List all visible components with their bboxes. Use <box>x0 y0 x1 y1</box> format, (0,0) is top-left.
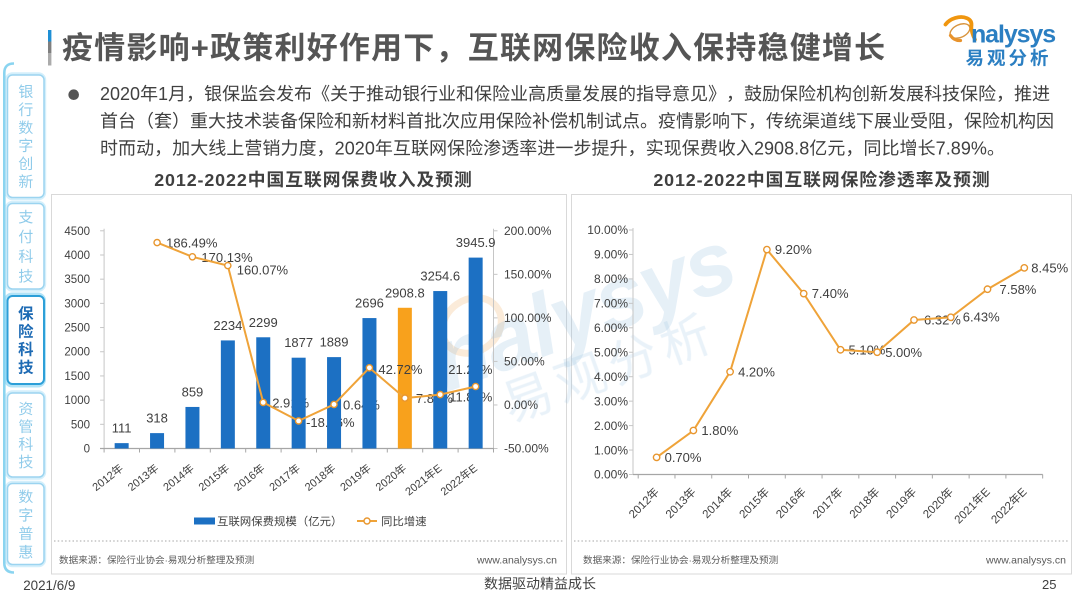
svg-text:2017: 2017 <box>268 469 295 494</box>
svg-text:2500: 2500 <box>64 323 90 335</box>
svg-text:2012-2022: 2012-2022 <box>653 170 746 190</box>
svg-text:·: · <box>165 555 168 566</box>
svg-text:2018: 2018 <box>303 469 330 494</box>
svg-text:2908.8: 2908.8 <box>385 285 425 300</box>
svg-text:2012-2022: 2012-2022 <box>154 170 247 190</box>
svg-text:·: · <box>689 555 692 566</box>
svg-text:2016: 2016 <box>232 469 259 494</box>
svg-text:2022: 2022 <box>989 500 1016 527</box>
svg-text:E: E <box>1016 486 1030 500</box>
svg-text:5.00%: 5.00% <box>885 345 922 360</box>
svg-text:2.00%: 2.00% <box>594 419 628 433</box>
svg-text:2013: 2013 <box>126 469 153 494</box>
svg-text:2015: 2015 <box>737 494 764 521</box>
svg-text:1000: 1000 <box>64 395 90 407</box>
svg-text:111: 111 <box>112 421 132 436</box>
svg-text:50.00%: 50.00% <box>504 355 545 369</box>
svg-text:3945.9: 3945.9 <box>456 235 496 250</box>
svg-text:2019: 2019 <box>338 469 365 494</box>
svg-text:2020: 2020 <box>921 494 948 521</box>
svg-text:500: 500 <box>71 419 90 431</box>
svg-text:8.00%: 8.00% <box>594 272 628 286</box>
svg-text:2017: 2017 <box>811 494 838 521</box>
svg-text:1877: 1877 <box>284 335 313 350</box>
svg-text:2021/6/9: 2021/6/9 <box>23 578 75 593</box>
svg-text:2012: 2012 <box>91 469 118 494</box>
svg-text:3000: 3000 <box>64 298 90 310</box>
svg-text:1: 1 <box>158 84 168 104</box>
svg-text:3254.6: 3254.6 <box>420 269 460 284</box>
svg-text:4.20%: 4.20% <box>738 364 775 379</box>
svg-text:www.analysys.cn: www.analysys.cn <box>985 555 1066 567</box>
svg-text:0.00%: 0.00% <box>504 398 538 412</box>
svg-text:2019: 2019 <box>885 494 912 521</box>
svg-text:2908.8: 2908.8 <box>754 138 809 158</box>
svg-text:7.40%: 7.40% <box>812 286 849 301</box>
svg-text:4.00%: 4.00% <box>594 370 628 384</box>
svg-text:E: E <box>979 486 993 500</box>
svg-text:0: 0 <box>84 444 90 456</box>
svg-text:2013: 2013 <box>664 494 691 521</box>
svg-text:2696: 2696 <box>355 296 384 311</box>
svg-text:42.72%: 42.72% <box>378 362 423 377</box>
svg-text:nalysys: nalysys <box>971 21 1055 49</box>
svg-text:8.45%: 8.45% <box>1031 260 1068 275</box>
svg-text:2015: 2015 <box>197 469 224 494</box>
svg-text:4000: 4000 <box>64 250 90 262</box>
svg-text:2020: 2020 <box>335 138 375 158</box>
svg-text:1.80%: 1.80% <box>701 423 738 438</box>
svg-text:1500: 1500 <box>64 371 90 383</box>
svg-text:7.58%: 7.58% <box>1000 282 1037 297</box>
svg-text:2014: 2014 <box>161 469 188 494</box>
svg-text:0.00%: 0.00% <box>594 468 628 482</box>
svg-text:2014: 2014 <box>701 494 728 521</box>
svg-text:6.00%: 6.00% <box>594 321 628 335</box>
svg-text:4500: 4500 <box>64 226 90 238</box>
svg-text:5.00%: 5.00% <box>594 345 628 359</box>
svg-text:859: 859 <box>182 384 204 399</box>
svg-text:9.20%: 9.20% <box>775 242 812 257</box>
svg-text:10.00%: 10.00% <box>587 223 628 237</box>
svg-text:+: + <box>191 31 210 66</box>
svg-text:160.07%: 160.07% <box>237 263 289 278</box>
svg-text:7.00%: 7.00% <box>594 297 628 311</box>
svg-text:2018: 2018 <box>848 494 875 521</box>
svg-text:2020: 2020 <box>374 469 401 494</box>
svg-text:0.70%: 0.70% <box>665 450 702 465</box>
svg-text:-50.00%: -50.00% <box>504 442 549 456</box>
svg-text:2000: 2000 <box>64 347 90 359</box>
svg-text:25: 25 <box>1042 577 1056 592</box>
svg-text:100.00%: 100.00% <box>504 311 552 325</box>
svg-text:200.00%: 200.00% <box>504 224 552 238</box>
svg-text:1889: 1889 <box>320 335 349 350</box>
svg-text:7.89%: 7.89% <box>936 138 987 158</box>
svg-text:2012: 2012 <box>627 494 654 521</box>
svg-text:6.43%: 6.43% <box>963 309 1000 324</box>
svg-text:2234: 2234 <box>213 318 242 333</box>
svg-text:2299: 2299 <box>249 315 278 330</box>
svg-text:170.13%: 170.13% <box>201 250 253 265</box>
svg-text:3.00%: 3.00% <box>594 394 628 408</box>
svg-text:150.00%: 150.00% <box>504 268 552 282</box>
svg-text:2021: 2021 <box>953 500 980 527</box>
svg-text:186.49%: 186.49% <box>166 236 218 251</box>
svg-text:2016: 2016 <box>774 494 801 521</box>
svg-text:9.00%: 9.00% <box>594 248 628 262</box>
svg-text:2021: 2021 <box>403 474 430 499</box>
svg-text:3500: 3500 <box>64 274 90 286</box>
svg-text:www.analysys.cn: www.analysys.cn <box>476 555 557 567</box>
svg-text:2022: 2022 <box>439 474 466 499</box>
svg-text:1.00%: 1.00% <box>594 443 628 457</box>
svg-text:318: 318 <box>146 411 168 426</box>
svg-text:2020: 2020 <box>100 84 140 104</box>
